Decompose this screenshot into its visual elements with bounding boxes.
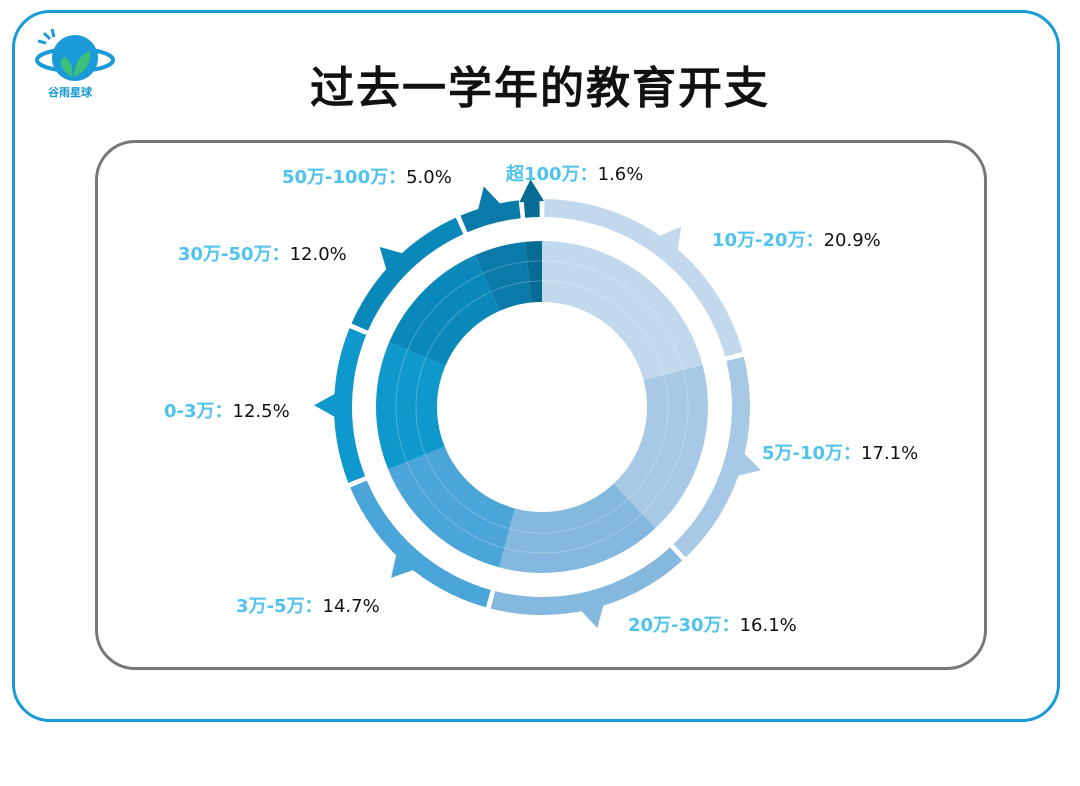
inner-segment xyxy=(475,241,532,311)
inner-segment xyxy=(525,241,542,303)
outer-ring-segment xyxy=(350,480,491,608)
data-label: 50万-100万：5.0% xyxy=(282,163,452,189)
outer-frame xyxy=(12,10,1060,722)
inner-segment xyxy=(389,255,500,367)
outer-ring-segment xyxy=(523,199,540,218)
data-label: 超100万：1.6% xyxy=(506,160,643,186)
value-label: 12.0% xyxy=(289,244,347,265)
data-label: 10万-20万：20.9% xyxy=(712,226,881,252)
pointer-marker xyxy=(736,452,762,476)
value-label: 16.1% xyxy=(739,615,797,636)
value-label: 17.1% xyxy=(861,443,919,464)
category-label: 5万-10万： xyxy=(762,443,862,464)
chart-panel xyxy=(95,140,987,670)
grid-circle xyxy=(415,280,669,534)
outer-ring-segment xyxy=(490,547,683,616)
pointer-marker xyxy=(391,552,416,578)
outer-ring-segment xyxy=(673,356,750,558)
category-label: 3万-5万： xyxy=(236,596,323,617)
category-label: 超100万： xyxy=(506,164,598,185)
category-label: 50万-100万： xyxy=(282,167,407,188)
pointer-marker xyxy=(519,179,544,203)
pointer-marker xyxy=(314,393,337,418)
category-label: 0-3万： xyxy=(164,401,233,422)
grid-circle xyxy=(395,260,689,554)
pointer-marker xyxy=(477,186,502,212)
page-title: 过去一学年的教育开支 xyxy=(310,63,770,114)
pointer-marker xyxy=(379,246,405,272)
outer-ring-segment xyxy=(351,217,464,331)
inner-segment xyxy=(613,364,708,529)
value-label: 14.7% xyxy=(322,596,380,617)
inner-segment xyxy=(499,483,656,573)
pointer-marker xyxy=(579,603,604,629)
pointer-marker xyxy=(657,226,682,252)
value-label: 12.5% xyxy=(232,401,290,422)
logo-icon xyxy=(35,28,115,81)
inner-segment xyxy=(388,446,515,568)
category-label: 30万-50万： xyxy=(178,244,290,265)
data-label: 3万-5万：14.7% xyxy=(236,592,380,618)
inner-segment xyxy=(376,342,446,470)
outer-ring-segment xyxy=(460,200,521,233)
outer-ring-segment xyxy=(544,199,743,357)
data-label: 5万-10万：17.1% xyxy=(762,439,918,465)
data-label: 0-3万：12.5% xyxy=(164,397,290,423)
value-label: 1.6% xyxy=(597,164,644,185)
inner-segment xyxy=(542,241,703,381)
category-label: 10万-20万： xyxy=(712,230,824,251)
logo-text: 谷雨星球 xyxy=(48,86,92,99)
value-label: 5.0% xyxy=(406,167,452,188)
value-label: 20.9% xyxy=(823,230,881,251)
data-label: 30万-50万：12.0% xyxy=(178,240,347,266)
outer-ring-segment xyxy=(334,328,367,483)
data-label: 20万-30万：16.1% xyxy=(628,611,797,637)
category-label: 20万-30万： xyxy=(628,615,740,636)
